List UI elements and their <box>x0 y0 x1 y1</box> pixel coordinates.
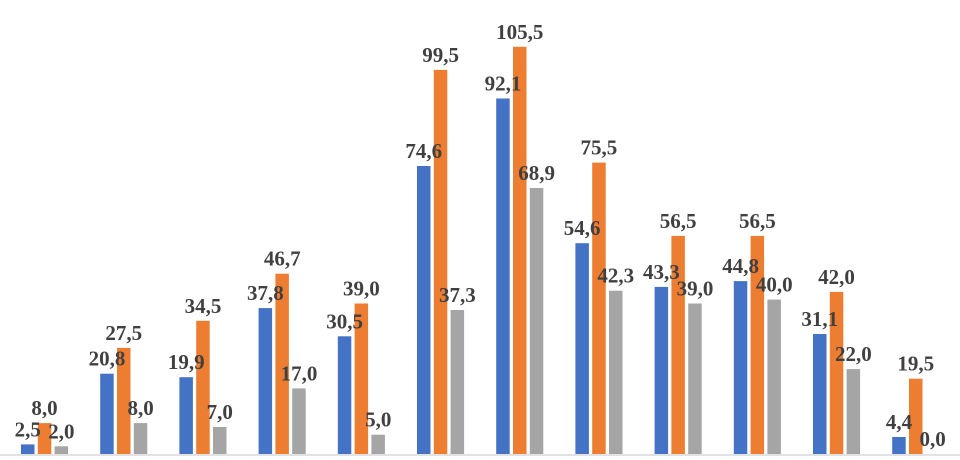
data-label-s1-g8: 54,6 <box>564 216 601 240</box>
bar-s3-g6 <box>450 310 465 454</box>
data-label-s3-g6: 37,3 <box>439 283 476 307</box>
bar-s3-g10 <box>767 299 781 454</box>
data-label-s2-g10: 56,5 <box>739 209 776 233</box>
bar-s2-g3 <box>196 320 210 454</box>
data-label-s2-g11: 42,0 <box>818 265 855 289</box>
bar-s3-g9 <box>688 303 702 454</box>
bar-s2-g12 <box>909 378 923 454</box>
data-label-s1-g6: 74,6 <box>405 139 442 163</box>
bar-s2-g8 <box>592 162 606 454</box>
data-label-s1-g10: 44,8 <box>722 254 759 278</box>
data-label-s2-g2: 27,5 <box>105 321 142 345</box>
bar-s2-g2 <box>117 347 131 454</box>
bar-s1-g12 <box>892 437 906 454</box>
data-label-s3-g5: 5,0 <box>365 408 391 432</box>
data-label-s1-g9: 43,3 <box>643 260 680 284</box>
bar-s1-g1 <box>21 444 35 455</box>
data-label-s1-g1: 2,5 <box>15 417 41 441</box>
bar-s2-g9 <box>671 235 685 454</box>
data-label-s3-g4: 17,0 <box>281 361 318 385</box>
bar-s3-g1 <box>54 446 69 454</box>
data-label-s2-g7: 105,5 <box>496 20 543 44</box>
data-label-s3-g8: 42,3 <box>597 264 634 288</box>
data-label-s3-g12: 0,0 <box>919 427 945 451</box>
bar-s3-g2 <box>133 423 148 454</box>
data-label-s1-g11: 31,1 <box>801 307 838 331</box>
bar-s3-g3 <box>213 427 227 454</box>
bar-s2-g11 <box>829 291 844 454</box>
data-label-s2-g5: 39,0 <box>343 277 380 301</box>
data-label-s1-g5: 30,5 <box>326 309 363 333</box>
bar-s2-g6 <box>433 69 448 455</box>
bar-s1-g10 <box>733 281 748 454</box>
bar-s1-g11 <box>813 334 827 454</box>
data-label-s3-g7: 68,9 <box>518 161 555 185</box>
bar-s3-g8 <box>609 290 623 454</box>
data-label-s3-g9: 39,0 <box>677 277 714 301</box>
data-label-s1-g4: 37,8 <box>247 281 284 305</box>
data-label-s3-g2: 8,0 <box>127 396 153 420</box>
data-label-s2-g12: 19,5 <box>897 352 934 376</box>
bar-s2-g1 <box>37 423 52 454</box>
bar-s3-g11 <box>846 369 861 454</box>
bar-s3-g4 <box>292 388 306 454</box>
bar-s1-g8 <box>575 243 589 454</box>
bars-layer <box>21 46 923 455</box>
data-label-s2-g6: 99,5 <box>422 43 459 67</box>
bar-s2-g7 <box>513 46 527 455</box>
data-label-s3-g3: 7,0 <box>207 400 233 424</box>
data-label-s1-g3: 19,9 <box>168 350 205 374</box>
labels-layer: 2,58,02,020,827,58,019,934,57,037,846,71… <box>15 20 946 451</box>
bar-s2-g4 <box>275 273 289 454</box>
data-label-s2-g1: 8,0 <box>31 396 57 420</box>
data-label-s1-g7: 92,1 <box>485 72 522 96</box>
data-label-s2-g4: 46,7 <box>264 247 301 271</box>
bar-s1-g6 <box>417 166 431 454</box>
bar-s2-g10 <box>750 235 765 454</box>
data-label-s3-g10: 40,0 <box>756 273 793 297</box>
data-label-s1-g12: 4,4 <box>886 410 913 434</box>
bar-s1-g5 <box>337 336 352 454</box>
bar-s1-g9 <box>654 286 669 454</box>
bar-s1-g3 <box>179 377 193 454</box>
bar-s1-g7 <box>496 98 510 454</box>
bar-s3-g5 <box>371 434 385 454</box>
bar-s1-g4 <box>258 308 273 454</box>
data-label-s2-g8: 75,5 <box>581 136 618 160</box>
bar-s3-g7 <box>529 188 544 454</box>
data-label-s2-g9: 56,5 <box>660 209 697 233</box>
data-label-s3-g1: 2,0 <box>48 419 74 443</box>
data-label-s3-g11: 22,0 <box>835 342 872 366</box>
bar-s1-g2 <box>100 373 114 454</box>
data-label-s1-g2: 20,8 <box>89 347 126 371</box>
bar-s2-g5 <box>354 303 369 454</box>
data-label-s2-g3: 34,5 <box>185 294 222 318</box>
